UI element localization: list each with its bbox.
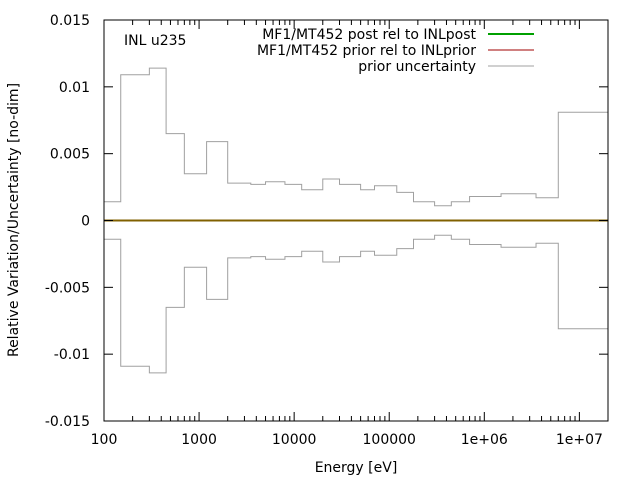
series-prior-uncertainty-upper: [104, 67, 608, 207]
legend-entry-label: MF1/MT452 prior rel to INLprior: [257, 43, 476, 59]
x-tick-label: 100: [91, 432, 118, 448]
plot-content: [104, 67, 608, 374]
y-tick-label: 0.015: [50, 13, 90, 29]
y-tick-label: -0.005: [45, 280, 90, 296]
legend-entry-label: prior uncertainty: [358, 59, 476, 75]
y-tick-label: 0.005: [50, 147, 90, 163]
chart-annotation: INL u235: [124, 33, 186, 49]
y-tick-label: 0.01: [59, 80, 90, 96]
x-tick-label: 10000: [272, 432, 317, 448]
y-tick-label: -0.01: [54, 347, 90, 363]
x-tick-label: 1e+06: [461, 432, 508, 448]
x-tick-label: 1000: [181, 432, 217, 448]
y-tick-label: 0: [81, 214, 90, 230]
axis-ticks: 100 1000 10000 100000 1e+06 1e+07 0.015 0.01 0.0…: [45, 13, 608, 448]
y-tick-label: -0.015: [45, 414, 90, 430]
x-tick-label: 1e+07: [556, 432, 603, 448]
x-axis-title: Energy [eV]: [315, 460, 398, 476]
x-tick-label: 100000: [363, 432, 416, 448]
legend-entry-label: MF1/MT452 post rel to INLpost: [262, 27, 476, 43]
y-axis-title: Relative Variation/Uncertainty [no-dim]: [6, 83, 22, 357]
series-prior-uncertainty-lower: [104, 234, 608, 374]
